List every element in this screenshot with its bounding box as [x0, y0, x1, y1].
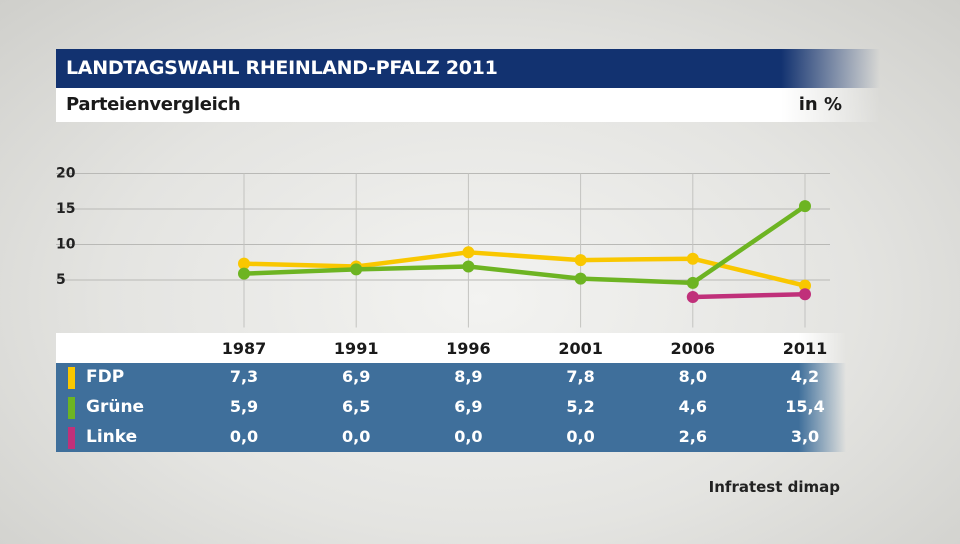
y-tick-label: 20 — [56, 166, 76, 182]
data-point — [799, 288, 811, 301]
legend-swatch — [68, 427, 75, 449]
subtitle-bar: Parteienvergleich in % — [56, 88, 880, 122]
table-cell-value: 5,9 — [229, 397, 259, 416]
table-year-header: 1987 — [221, 339, 267, 358]
table-cell-value: 6,9 — [342, 367, 371, 386]
table-cell-value: 0,0 — [229, 427, 259, 446]
table-cell-value: 0,0 — [342, 427, 371, 446]
series-line — [241, 250, 808, 288]
table-cell-value: 6,9 — [454, 397, 483, 416]
data-point — [462, 260, 475, 273]
data-point — [799, 279, 811, 292]
table-cell-value: 7,8 — [566, 367, 595, 386]
y-tick-label: 15 — [56, 201, 75, 217]
table-cell-value: 4,6 — [678, 397, 707, 416]
table-body: FDP 7,3 6,9 8,9 7,8 8,0 4,2 Grüne 5,9 6,5 6,9 5,2 4,… — [56, 363, 846, 452]
data-point — [350, 263, 363, 276]
data-point — [462, 246, 475, 259]
table-row: FDP 7,3 6,9 8,9 7,8 8,0 4,2 — [56, 363, 846, 393]
table-year-header: 2006 — [670, 339, 716, 358]
table-cell-value: 4,2 — [790, 367, 820, 386]
table-cell-value: 8,0 — [678, 367, 707, 386]
series-label: Linke — [86, 427, 138, 447]
table-header-row: 1987 1991 1996 2001 2006 2011 — [56, 333, 846, 363]
table-cell-value: 2,6 — [678, 427, 707, 446]
table-year-header: 2011 — [782, 339, 828, 358]
chart-subtitle: Parteienvergleich — [66, 94, 241, 115]
data-point — [574, 272, 587, 285]
data-point — [238, 257, 250, 270]
data-point — [686, 252, 699, 265]
table-year-header: 1991 — [333, 339, 379, 358]
source-label: Infratest dimap — [708, 478, 840, 496]
table-cell-value: 15,4 — [785, 397, 825, 416]
data-point — [238, 267, 250, 280]
chart-title: LANDTAGSWAHL RHEINLAND-PFALZ 2011 — [66, 57, 498, 79]
table-year-header: 1996 — [446, 339, 491, 358]
table-cell-value: 0,0 — [566, 427, 595, 446]
title-bar: LANDTAGSWAHL RHEINLAND-PFALZ 2011 — [56, 49, 880, 88]
table-year-header: 2001 — [558, 339, 603, 358]
table-cell-value: 7,3 — [229, 367, 259, 386]
data-point — [686, 276, 699, 289]
data-point — [574, 254, 587, 267]
unit-label: in % — [798, 94, 842, 115]
legend-swatch — [68, 397, 75, 419]
series-line — [241, 203, 808, 286]
table-cell-value: 0,0 — [454, 427, 483, 446]
series-label: Grüne — [86, 397, 145, 417]
data-point — [799, 200, 811, 213]
table-row: Grüne 5,9 6,5 6,9 5,2 4,6 15,4 — [56, 393, 846, 423]
table-row: Linke 0,0 0,0 0,0 0,0 2,6 3,0 — [56, 423, 846, 453]
data-point — [686, 291, 699, 304]
table-cell-value: 8,9 — [454, 367, 483, 386]
series-line — [690, 291, 808, 300]
y-tick-label: 10 — [56, 237, 76, 253]
y-tick-label: 5 — [56, 272, 66, 288]
table-cell-value: 5,2 — [566, 397, 595, 416]
table-cell-value: 6,5 — [342, 397, 371, 416]
legend-swatch — [68, 367, 75, 389]
series-label: FDP — [86, 367, 125, 387]
table-cell-value: 3,0 — [790, 427, 820, 446]
